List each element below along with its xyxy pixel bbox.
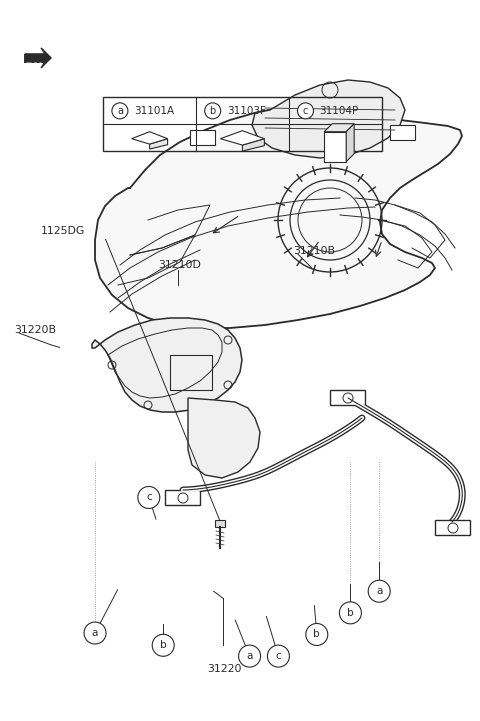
Polygon shape	[188, 398, 260, 478]
Bar	[324, 132, 346, 162]
Text: b: b	[313, 629, 320, 640]
Polygon shape	[330, 390, 365, 405]
Bar	[215, 520, 225, 527]
Text: 31104P: 31104P	[320, 106, 359, 116]
Circle shape	[138, 487, 160, 508]
Text: 31210B: 31210B	[293, 246, 335, 256]
Circle shape	[298, 103, 313, 119]
Circle shape	[152, 634, 174, 656]
Text: a: a	[376, 586, 383, 596]
Text: a: a	[117, 106, 123, 116]
Polygon shape	[150, 138, 168, 149]
Text: 1125DG: 1125DG	[41, 226, 85, 236]
Circle shape	[339, 602, 361, 624]
Text: 31220B: 31220B	[14, 325, 57, 335]
Text: a: a	[246, 651, 253, 661]
Text: FR.: FR.	[23, 53, 46, 66]
Text: 31210D: 31210D	[158, 260, 201, 270]
Text: b: b	[210, 106, 216, 116]
Polygon shape	[132, 132, 168, 144]
Circle shape	[204, 103, 221, 119]
Polygon shape	[220, 131, 264, 145]
Polygon shape	[324, 124, 354, 132]
Circle shape	[368, 580, 390, 602]
Circle shape	[112, 103, 128, 119]
Text: c: c	[146, 492, 152, 503]
Bar	[170, 355, 212, 390]
Text: c: c	[276, 651, 281, 661]
Text: c: c	[303, 106, 308, 116]
Circle shape	[239, 645, 261, 667]
Polygon shape	[252, 80, 405, 158]
Polygon shape	[190, 130, 215, 145]
Text: 31220: 31220	[207, 664, 242, 674]
Polygon shape	[346, 124, 354, 162]
Polygon shape	[435, 520, 470, 535]
Polygon shape	[165, 490, 200, 505]
Polygon shape	[390, 125, 415, 140]
Text: a: a	[92, 628, 98, 638]
Text: b: b	[160, 640, 167, 650]
Text: b: b	[347, 608, 354, 618]
Circle shape	[306, 624, 328, 645]
Circle shape	[267, 645, 289, 667]
Polygon shape	[95, 107, 462, 328]
Polygon shape	[25, 48, 51, 68]
Bar	[103, 97, 382, 151]
Polygon shape	[242, 138, 264, 151]
Text: 31101A: 31101A	[134, 106, 174, 116]
Polygon shape	[92, 318, 242, 412]
Text: 31103F: 31103F	[227, 106, 265, 116]
Circle shape	[84, 622, 106, 644]
